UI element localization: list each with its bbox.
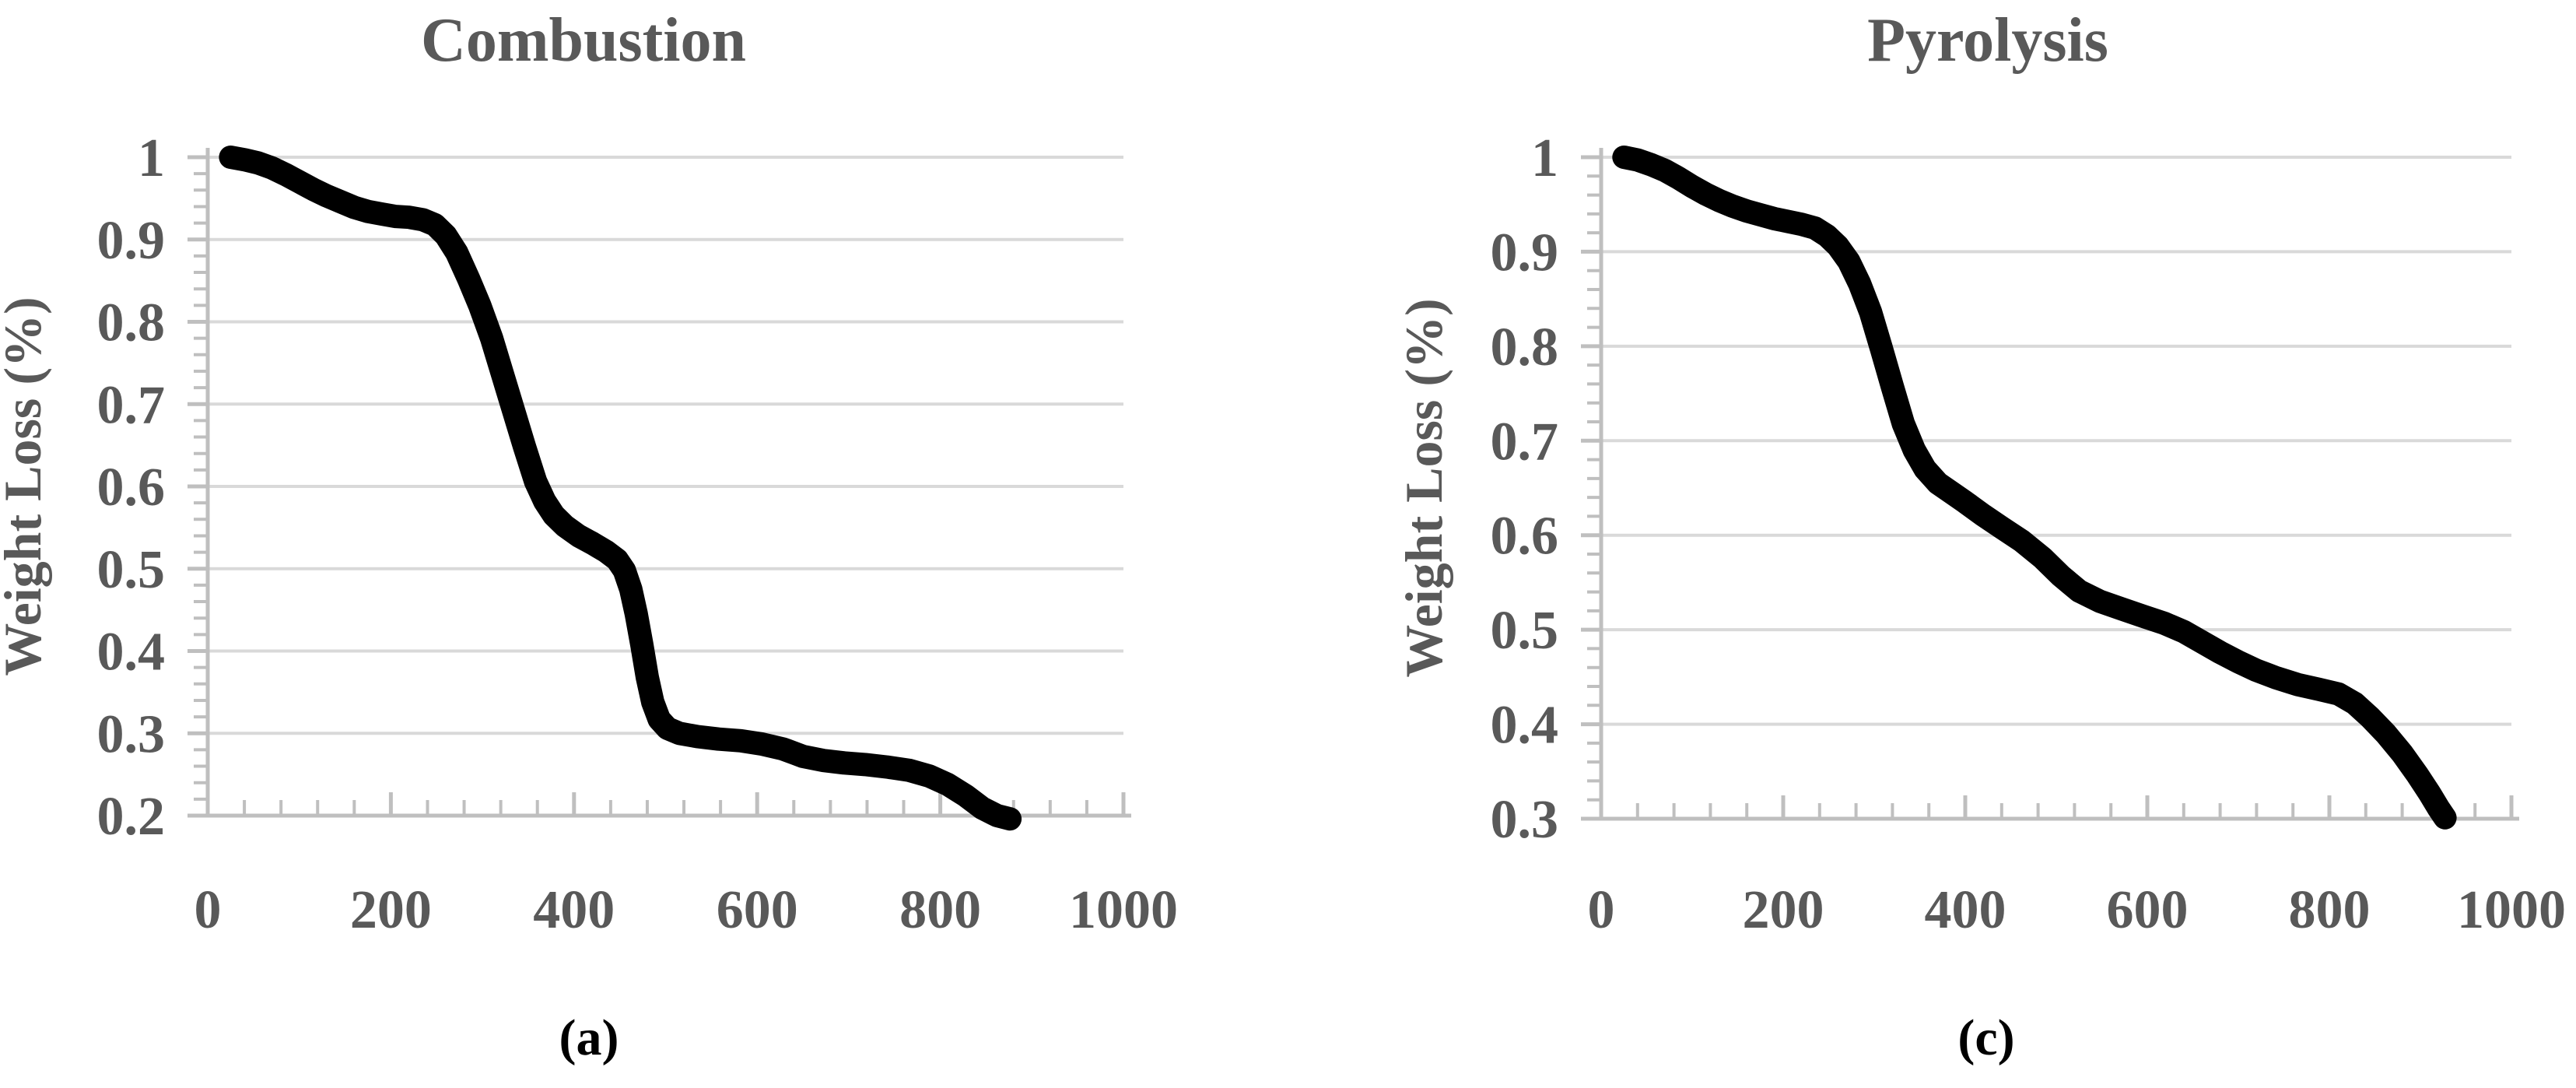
plot-area: 1 0.9 0.8 0.7 0.6 0.5 0.4 0.3 0.2 0 200 400 600 800 10… bbox=[97, 128, 1179, 940]
y-tick-label: 0.8 bbox=[1491, 318, 1559, 377]
y-tick-label: 0.3 bbox=[97, 704, 166, 764]
x-tick-label: 800 bbox=[2289, 880, 2371, 940]
x-tick-label: 0 bbox=[1588, 880, 1615, 940]
y-tick-label: 0.5 bbox=[97, 540, 166, 600]
y-tick-label: 0.2 bbox=[97, 787, 166, 847]
y-tick-label: 0.8 bbox=[97, 293, 166, 353]
y-tick-label: 0.7 bbox=[1491, 412, 1559, 472]
y-axis-title: Weight Loss (%) bbox=[1394, 298, 1453, 677]
combustion-plot: Combustion Weight Loss (%) 1 0.9 0.8 0.7 0.6… bbox=[0, 6, 1179, 1066]
subfigure-label: (a) bbox=[559, 1009, 619, 1066]
pyrolysis-plot: Pyrolysis Weight Loss (%) 1 0.9 0.8 0.7 0.6 0… bbox=[1394, 6, 2567, 1066]
x-tick-label: 0 bbox=[195, 880, 222, 940]
y-tick-label: 0.4 bbox=[97, 623, 166, 683]
plot-area: 1 0.9 0.8 0.7 0.6 0.5 0.4 0.3 0 200 400 600 800 1000 bbox=[1491, 128, 2567, 940]
x-tick-label: 1000 bbox=[2457, 880, 2566, 940]
x-tick-label: 200 bbox=[350, 880, 432, 940]
x-tick-label: 400 bbox=[533, 880, 615, 940]
y-tick-label: 0.3 bbox=[1491, 790, 1559, 850]
y-tick-label: 0.6 bbox=[1491, 507, 1559, 567]
pyrolysis-curve bbox=[1612, 146, 2457, 830]
combustion-curve bbox=[219, 146, 1022, 831]
subfigure-label: (c) bbox=[1957, 1009, 2014, 1066]
y-tick-label: 1 bbox=[1531, 128, 1558, 188]
x-tick-label: 1000 bbox=[1069, 880, 1178, 940]
y-tick-label: 0.4 bbox=[1491, 696, 1559, 756]
pyrolysis-chart: Pyrolysis Weight Loss (%) 1 0.9 0.8 0.7 0.6 0… bbox=[1288, 0, 2575, 1088]
y-tick-label: 1 bbox=[138, 128, 165, 188]
chart-title: Pyrolysis bbox=[1867, 6, 2108, 75]
x-tick-label: 800 bbox=[899, 880, 981, 940]
combustion-chart: Combustion Weight Loss (%) 1 0.9 0.8 0.7 0.6… bbox=[0, 6, 1179, 1066]
x-tick-label: 600 bbox=[717, 880, 798, 940]
y-axis-title: Weight Loss (%) bbox=[0, 297, 52, 676]
x-tick-label: 600 bbox=[2107, 880, 2189, 940]
y-tick-label: 0.6 bbox=[97, 458, 166, 518]
y-tick-label: 0.7 bbox=[97, 375, 166, 435]
x-tick-label: 400 bbox=[1925, 880, 2006, 940]
y-tick-label: 0.9 bbox=[1491, 223, 1559, 283]
y-tick-label: 0.5 bbox=[1491, 601, 1559, 661]
x-tick-label: 200 bbox=[1743, 880, 1824, 940]
y-tick-label: 0.9 bbox=[97, 211, 166, 271]
chart-title: Combustion bbox=[421, 6, 746, 75]
